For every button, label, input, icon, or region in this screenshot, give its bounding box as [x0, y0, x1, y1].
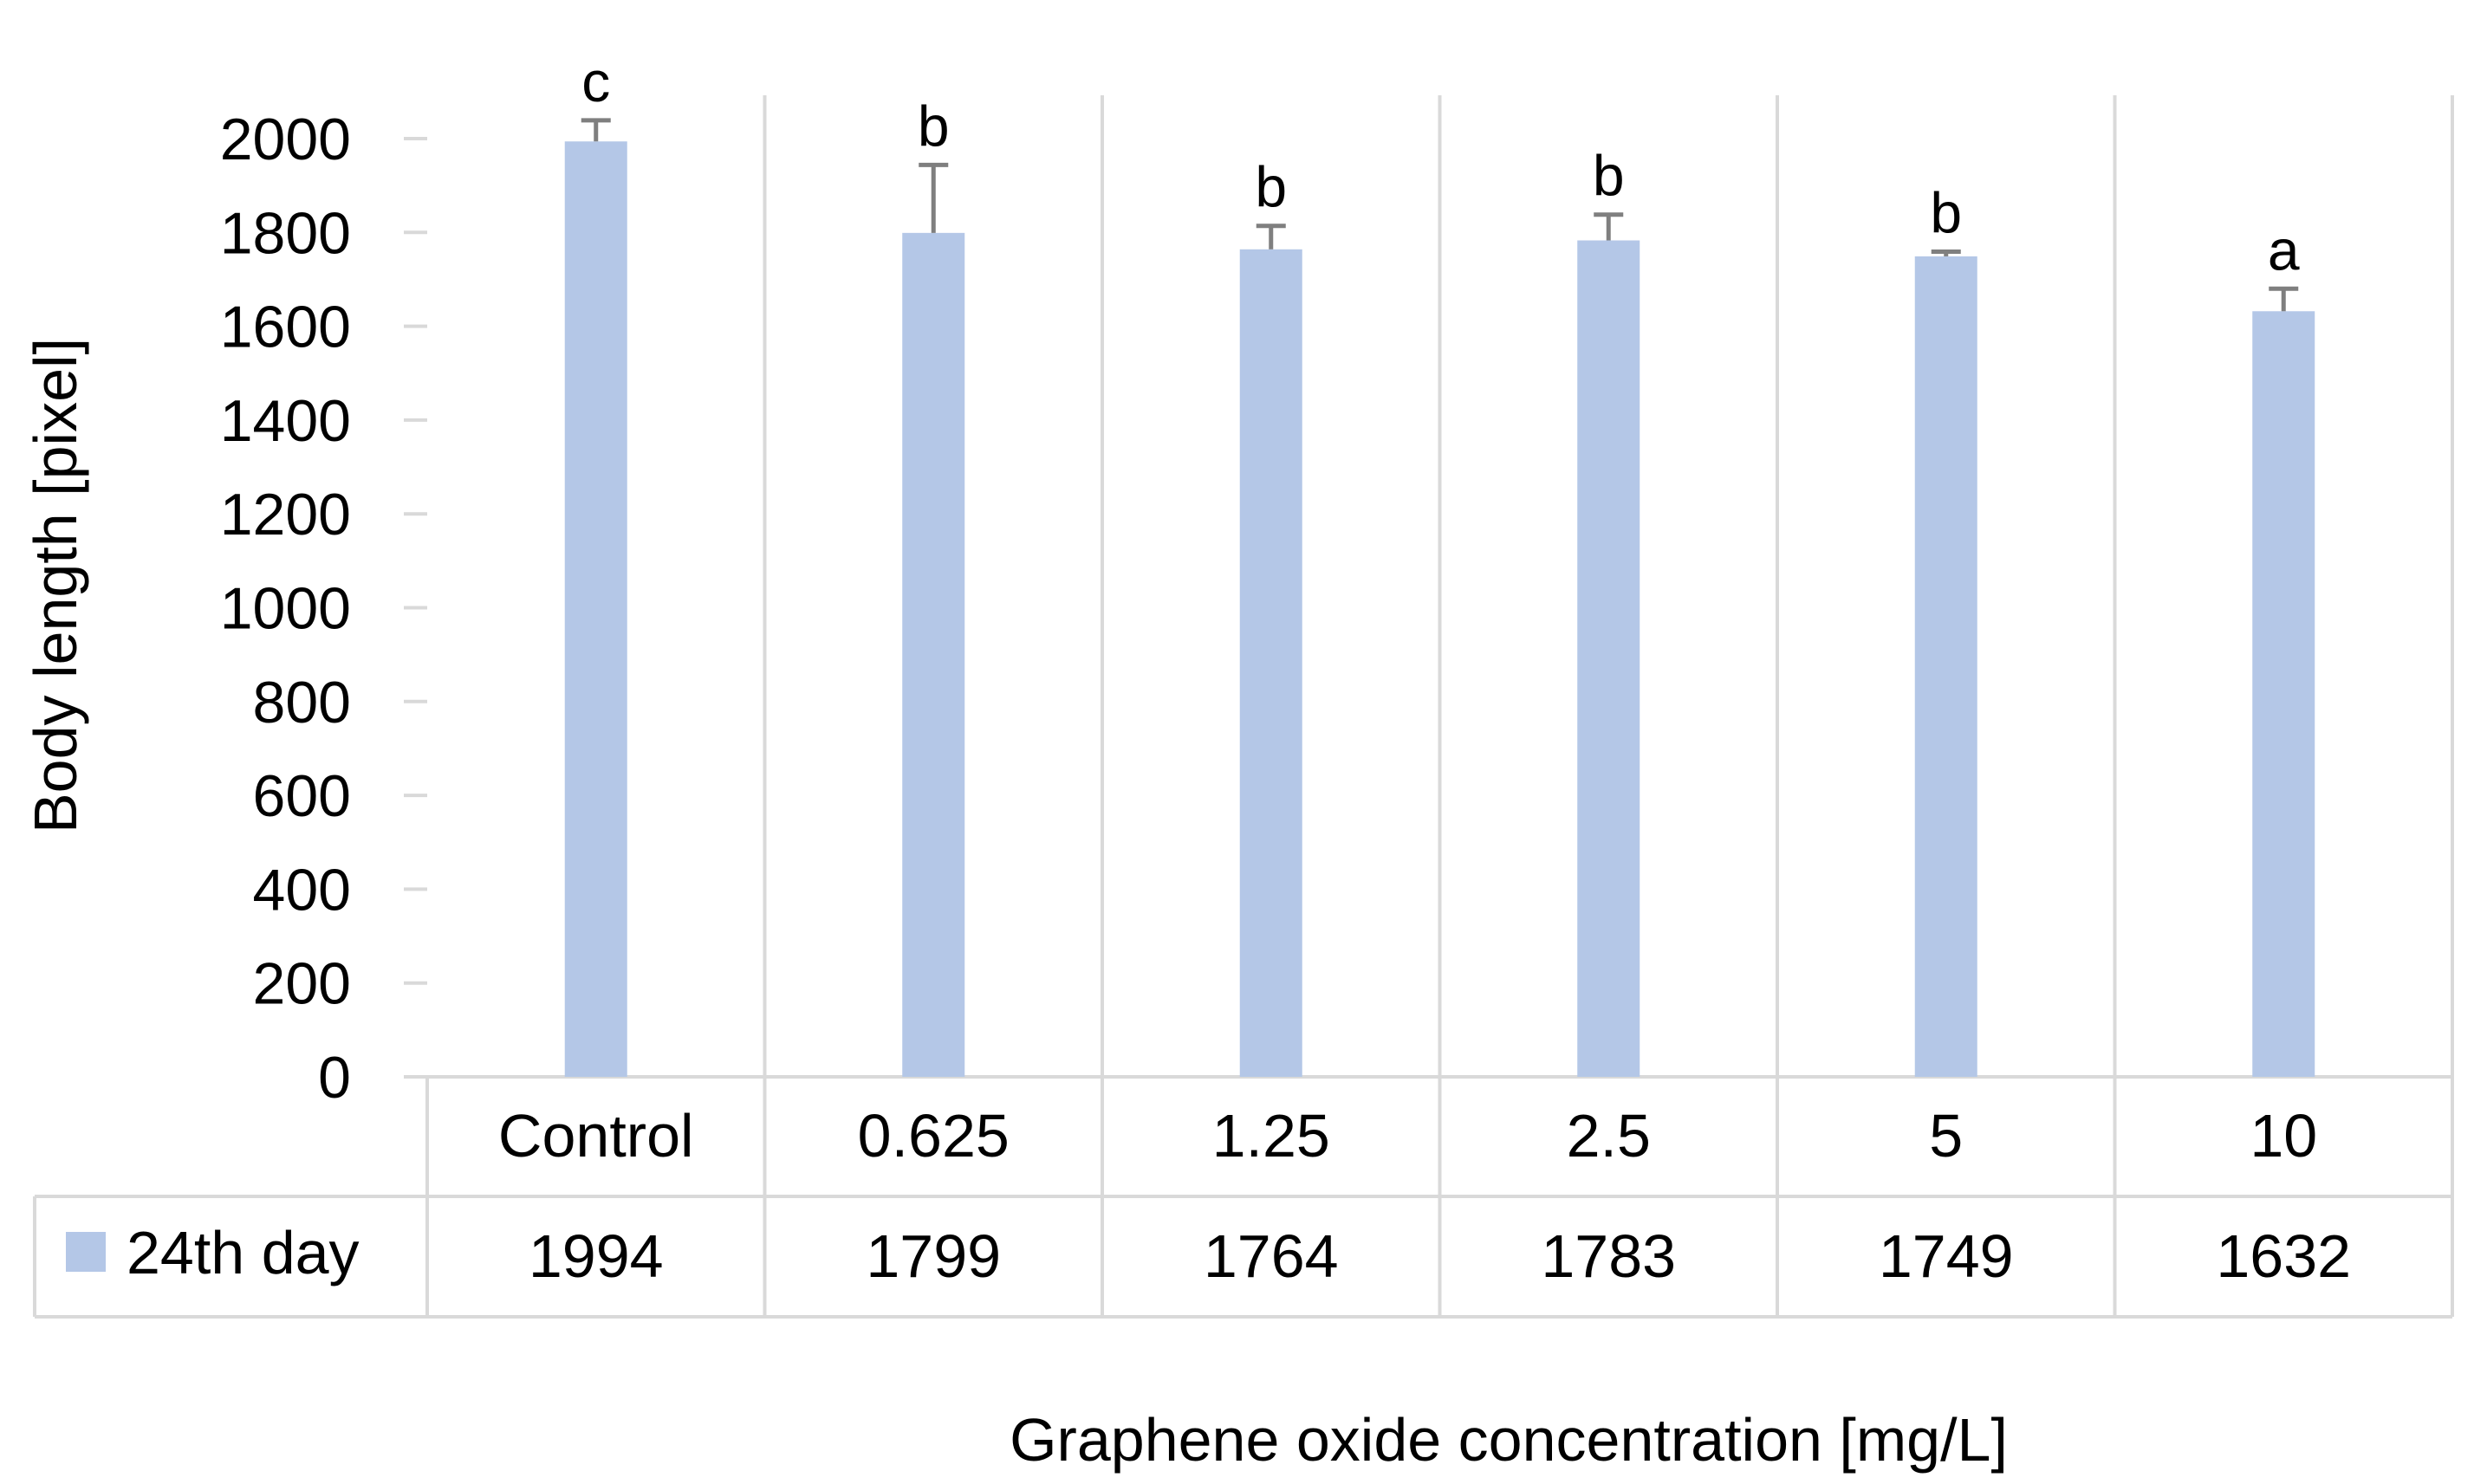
y-tick-label: 1200 [220, 482, 351, 548]
error-bars-layer [581, 118, 2299, 312]
text-layer: 0 200 400 600 800 1000 1200 1400 1600 1800 2000 c Co… [220, 49, 2351, 1290]
significance-letter: c [581, 49, 610, 113]
x-category-label: 10 [2250, 1102, 2317, 1170]
data-table-value: 1632 [2216, 1222, 2351, 1290]
y-axis-title: Body length [pixel] [22, 338, 89, 833]
legend-series-name: 24th day [127, 1219, 360, 1286]
bar [564, 141, 627, 1077]
legend-swatch [66, 1232, 106, 1272]
x-axis-title: Graphene oxide concentration [mg/L] [1010, 1406, 2008, 1474]
significance-letter: b [918, 94, 950, 158]
significance-letter: b [1255, 155, 1287, 219]
data-table-value: 1799 [866, 1222, 1001, 1290]
x-category-label: 2.5 [1567, 1102, 1651, 1170]
grid-layer [33, 95, 2454, 1319]
significance-letter: a [2268, 217, 2300, 282]
bar [1914, 256, 1977, 1077]
bar [902, 232, 965, 1077]
significance-letter: b [1593, 144, 1625, 208]
data-table-value: 1994 [529, 1222, 664, 1290]
y-tick-label: 2000 [220, 107, 351, 172]
x-category-label: 5 [1929, 1102, 1963, 1170]
bar [2252, 311, 2315, 1078]
y-tick-label: 1000 [220, 576, 351, 642]
bar [1577, 240, 1640, 1077]
y-tick-label: 400 [253, 857, 351, 923]
data-table-value: 1783 [1541, 1222, 1676, 1290]
y-tick-label: 800 [253, 670, 351, 736]
y-tick-label: 0 [318, 1045, 351, 1111]
significance-letter: b [1930, 181, 1962, 245]
y-tick-label: 1600 [220, 295, 351, 360]
y-tick-label: 200 [253, 951, 351, 1017]
y-tick-label: 600 [253, 763, 351, 829]
y-tick-label: 1800 [220, 200, 351, 266]
bar [1239, 249, 1302, 1077]
x-category-label: 0.625 [858, 1102, 1010, 1170]
data-table-value: 1749 [1879, 1222, 2014, 1290]
x-category-label: Control [498, 1102, 694, 1170]
x-category-label: 1.25 [1212, 1102, 1330, 1170]
data-table-value: 1764 [1204, 1222, 1339, 1290]
bars-layer [564, 141, 2315, 1078]
y-tick-label: 1400 [220, 388, 351, 454]
